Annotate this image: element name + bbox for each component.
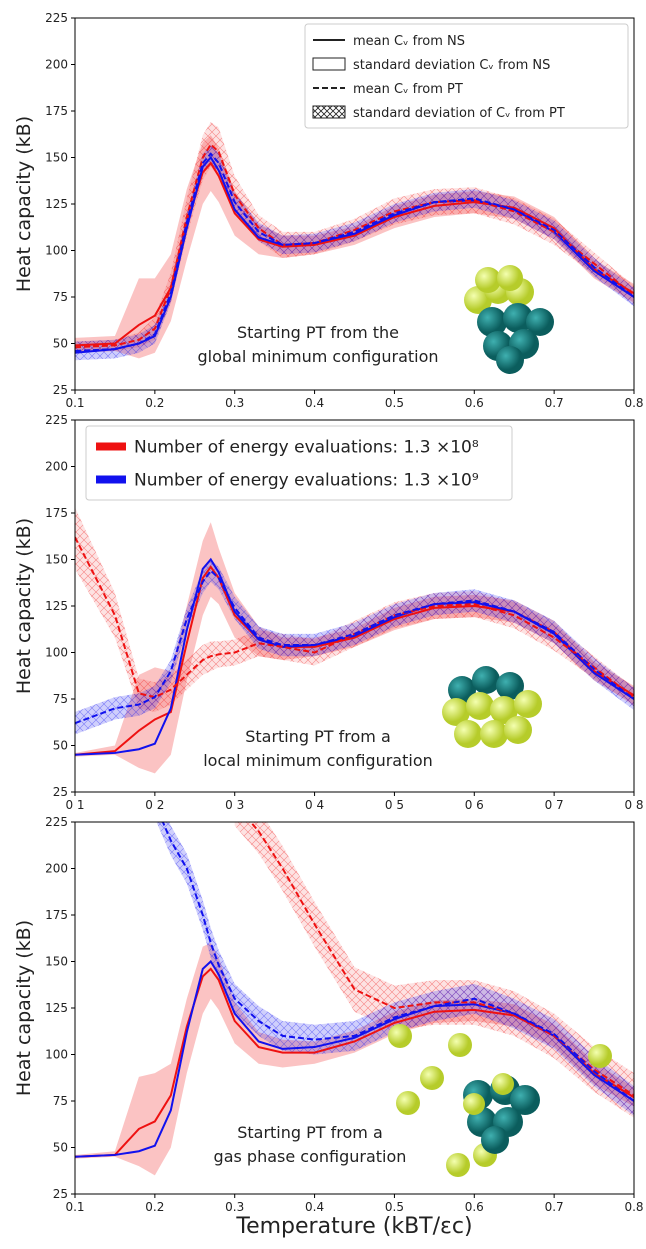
x-tick-label: 0.3 — [225, 1200, 244, 1214]
legend-label: Number of energy evaluations: 1.3 ×10⁹ — [134, 471, 479, 491]
y-tick-label: 150 — [45, 151, 68, 165]
legend-label: standard deviation Cᵥ from NS — [353, 58, 550, 73]
y-tick-label: 150 — [45, 955, 68, 969]
y-tick-label: 100 — [45, 1048, 68, 1062]
x-tick-label: 0 2 — [145, 798, 164, 812]
series-line — [75, 142, 634, 349]
x-tick-label: 0.2 — [145, 396, 164, 410]
series-line — [75, 152, 634, 352]
x-tick-label: 0 3 — [225, 798, 244, 812]
y-tick-label: 50 — [53, 739, 68, 753]
y-tick-label: 150 — [45, 553, 68, 567]
series-line — [161, 822, 634, 1102]
cluster-illustration — [442, 666, 542, 748]
series-line — [75, 569, 634, 725]
x-axis-label: Temperature (kBT/εc) — [235, 1214, 472, 1239]
x-tick-label: 0.4 — [305, 1200, 324, 1214]
y-tick-label: 50 — [53, 337, 68, 351]
error-band — [75, 559, 634, 735]
y-tick-label: 25 — [53, 1187, 68, 1201]
x-tick-label: 0 1 — [65, 798, 84, 812]
x-tick-label: 0.5 — [385, 1200, 404, 1214]
y-axis-label: Heat capacity (kB) — [13, 518, 35, 694]
y-tick-label: 175 — [45, 104, 68, 118]
annotation: gas phase configuration — [214, 1147, 407, 1166]
x-tick-label: 0.3 — [225, 396, 244, 410]
plot — [75, 507, 634, 774]
y-tick-label: 125 — [45, 599, 68, 613]
x-tick-label: 0.7 — [545, 1200, 564, 1214]
y-tick-label: 25 — [53, 785, 68, 799]
error-band — [75, 942, 634, 1176]
legend-box — [304, 23, 629, 129]
annotation: global minimum configuration — [197, 347, 438, 366]
annotation: local minimum configuration — [203, 751, 433, 770]
y-axis-label: Heat capacity (kB) — [13, 920, 35, 1096]
series-line — [75, 536, 634, 699]
legend-box — [85, 425, 513, 501]
y-tick-label: 100 — [45, 244, 68, 258]
y-tick-label: 225 — [45, 413, 68, 427]
error-band — [75, 144, 634, 361]
y-tick-label: 200 — [45, 58, 68, 72]
cluster-illustration — [464, 265, 554, 374]
x-tick-label: 0.6 — [465, 396, 484, 410]
x-tick-label: 0.8 — [624, 396, 643, 410]
legend-label: mean Cᵥ from PT — [353, 82, 463, 97]
x-tick-label: 0.1 — [65, 1200, 84, 1214]
cluster-illustration — [388, 1024, 612, 1177]
annotation: Starting PT from a — [245, 727, 391, 746]
error-band — [156, 822, 634, 1116]
legend-label: standard deviation of Cᵥ from PT — [353, 106, 565, 121]
y-tick-label: 200 — [45, 862, 68, 876]
x-tick-label: 0.6 — [465, 1200, 484, 1214]
legend-label: Number of energy evaluations: 1.3 ×10⁸ — [134, 438, 479, 458]
x-tick-label: 0 4 — [305, 798, 324, 812]
error-band — [75, 135, 634, 359]
x-tick-label: 0.5 — [385, 396, 404, 410]
error-band — [75, 507, 634, 713]
y-tick-label: 125 — [45, 1001, 68, 1015]
annotation: Starting PT from a — [237, 1123, 383, 1142]
x-tick-label: 0.8 — [624, 1200, 643, 1214]
y-tick-label: 50 — [53, 1141, 68, 1155]
x-tick-label: 0.2 — [145, 1200, 164, 1214]
legend-swatch — [312, 105, 346, 119]
plot — [75, 122, 634, 361]
x-tick-label: 0.7 — [545, 396, 564, 410]
y-tick-label: 175 — [45, 908, 68, 922]
y-tick-label: 225 — [45, 815, 68, 829]
error-band — [234, 822, 634, 1118]
y-tick-label: 25 — [53, 383, 68, 397]
y-tick-label: 75 — [53, 692, 68, 706]
y-tick-label: 75 — [53, 290, 68, 304]
x-tick-label: 0 6 — [465, 798, 484, 812]
y-tick-label: 125 — [45, 197, 68, 211]
y-tick-label: 200 — [45, 460, 68, 474]
series-line — [75, 967, 634, 1158]
y-tick-label: 175 — [45, 506, 68, 520]
y-tick-label: 100 — [45, 646, 68, 660]
legend-swatch — [312, 57, 346, 71]
x-tick-label: 0 7 — [545, 798, 564, 812]
x-tick-label: 0 5 — [385, 798, 404, 812]
x-tick-label: 0 8 — [624, 798, 643, 812]
legend-label: mean Cᵥ from NS — [353, 34, 465, 49]
plot — [75, 822, 634, 1176]
x-tick-label: 0.1 — [65, 396, 84, 410]
y-tick-label: 225 — [45, 11, 68, 25]
annotation: Starting PT from the — [237, 323, 399, 342]
y-axis-label: Heat capacity (kB) — [13, 116, 35, 292]
x-tick-label: 0.4 — [305, 396, 324, 410]
y-tick-label: 75 — [53, 1094, 68, 1108]
